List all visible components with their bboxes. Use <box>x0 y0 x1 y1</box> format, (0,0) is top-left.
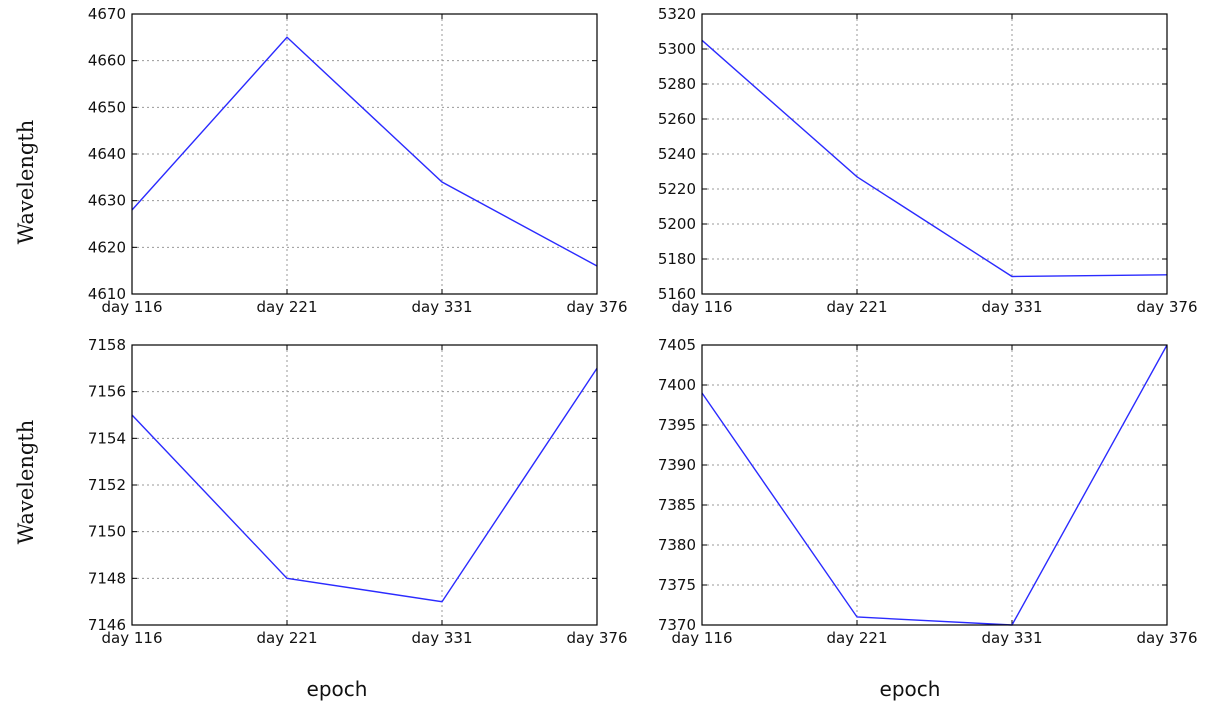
y-tick-label: 7400 <box>658 376 696 394</box>
y-axis-title-top: Wavelength <box>14 120 38 245</box>
y-tick-label: 7150 <box>88 523 126 541</box>
chart-panel-3: 7146 7148 7150 7152 7154 7156 7158 day 116 day 2… <box>88 336 628 647</box>
x-tick-label: day 116 <box>102 298 163 316</box>
y-tick-label: 5300 <box>658 40 696 58</box>
chart-panel-1: 4610 4620 4630 4640 4650 4660 4670 day 116 day 2… <box>88 5 628 316</box>
y-tick-label: 5180 <box>658 250 696 268</box>
y-tick-label: 7380 <box>658 536 696 554</box>
y-tick-label: 5260 <box>658 110 696 128</box>
plot-frame <box>131 13 598 295</box>
data-point <box>855 175 859 179</box>
series-line <box>701 39 1168 278</box>
x-tick-label: day 376 <box>567 629 628 647</box>
x-tick-label: day 331 <box>982 298 1043 316</box>
x-tick-label: day 221 <box>257 298 318 316</box>
y-tick-label: 4660 <box>88 52 126 70</box>
y-tick-label: 5220 <box>658 180 696 198</box>
x-tick-label: day 221 <box>257 629 318 647</box>
y-tick-label: 7154 <box>88 429 126 447</box>
series-line <box>701 344 1168 626</box>
y-tick-label: 7395 <box>658 416 696 434</box>
x-tick-label: day 221 <box>827 298 888 316</box>
plot-frame <box>701 344 1168 626</box>
data-point <box>440 180 444 184</box>
y-tick-label: 4630 <box>88 192 126 210</box>
y-tick-label: 7390 <box>658 456 696 474</box>
y-tick-label: 7146 <box>88 616 126 634</box>
data-point <box>285 576 289 580</box>
y-tick-label: 4670 <box>88 5 126 23</box>
data-point <box>440 600 444 604</box>
y-tick-label: 4650 <box>88 98 126 116</box>
x-tick-label: day 221 <box>827 629 888 647</box>
data-point <box>1010 275 1014 279</box>
x-tick-label: day 116 <box>672 298 733 316</box>
x-axis-title-right: epoch <box>880 677 941 701</box>
y-tick-label: 7152 <box>88 476 126 494</box>
x-tick-label: day 376 <box>1137 298 1198 316</box>
y-tick-label: 4640 <box>88 145 126 163</box>
y-tick-label: 7405 <box>658 336 696 354</box>
series-line <box>131 36 598 267</box>
plot-frame <box>131 344 598 626</box>
x-axis-title-left: epoch <box>307 677 368 701</box>
y-tick-label: 7370 <box>658 616 696 634</box>
x-tick-label: day 116 <box>102 629 163 647</box>
y-tick-label: 7158 <box>88 336 126 354</box>
y-tick-label: 5280 <box>658 75 696 93</box>
y-tick-label: 5320 <box>658 5 696 23</box>
chart-panel-4: 7370 7375 7380 7385 7390 7395 7400 7405 day 116 d… <box>658 336 1198 647</box>
y-tick-label: 5240 <box>658 145 696 163</box>
data-point <box>855 615 859 619</box>
y-tick-label: 7385 <box>658 496 696 514</box>
series-line <box>131 367 598 603</box>
y-tick-label: 7156 <box>88 383 126 401</box>
plot-frame <box>701 13 1168 295</box>
y-tick-label: 4610 <box>88 285 126 303</box>
y-tick-label: 4620 <box>88 238 126 256</box>
x-tick-label: day 331 <box>412 298 473 316</box>
data-point <box>285 35 289 39</box>
y-tick-label: 5160 <box>658 285 696 303</box>
x-tick-label: day 331 <box>982 629 1043 647</box>
y-axis-title-bottom: Wavelength <box>14 420 38 545</box>
x-tick-label: day 331 <box>412 629 473 647</box>
y-tick-label: 7375 <box>658 576 696 594</box>
chart-panels: 4610 4620 4630 4640 4650 4660 4670 day 116 day 2… <box>88 5 1198 647</box>
y-tick-label: 7148 <box>88 569 126 587</box>
y-tick-label: 5200 <box>658 215 696 233</box>
x-tick-label: day 376 <box>1137 629 1198 647</box>
chart-panel-2: 5160 5180 5200 5220 5240 5260 5280 5300 5320 day … <box>658 5 1198 316</box>
x-tick-label: day 376 <box>567 298 628 316</box>
x-tick-label: day 116 <box>672 629 733 647</box>
